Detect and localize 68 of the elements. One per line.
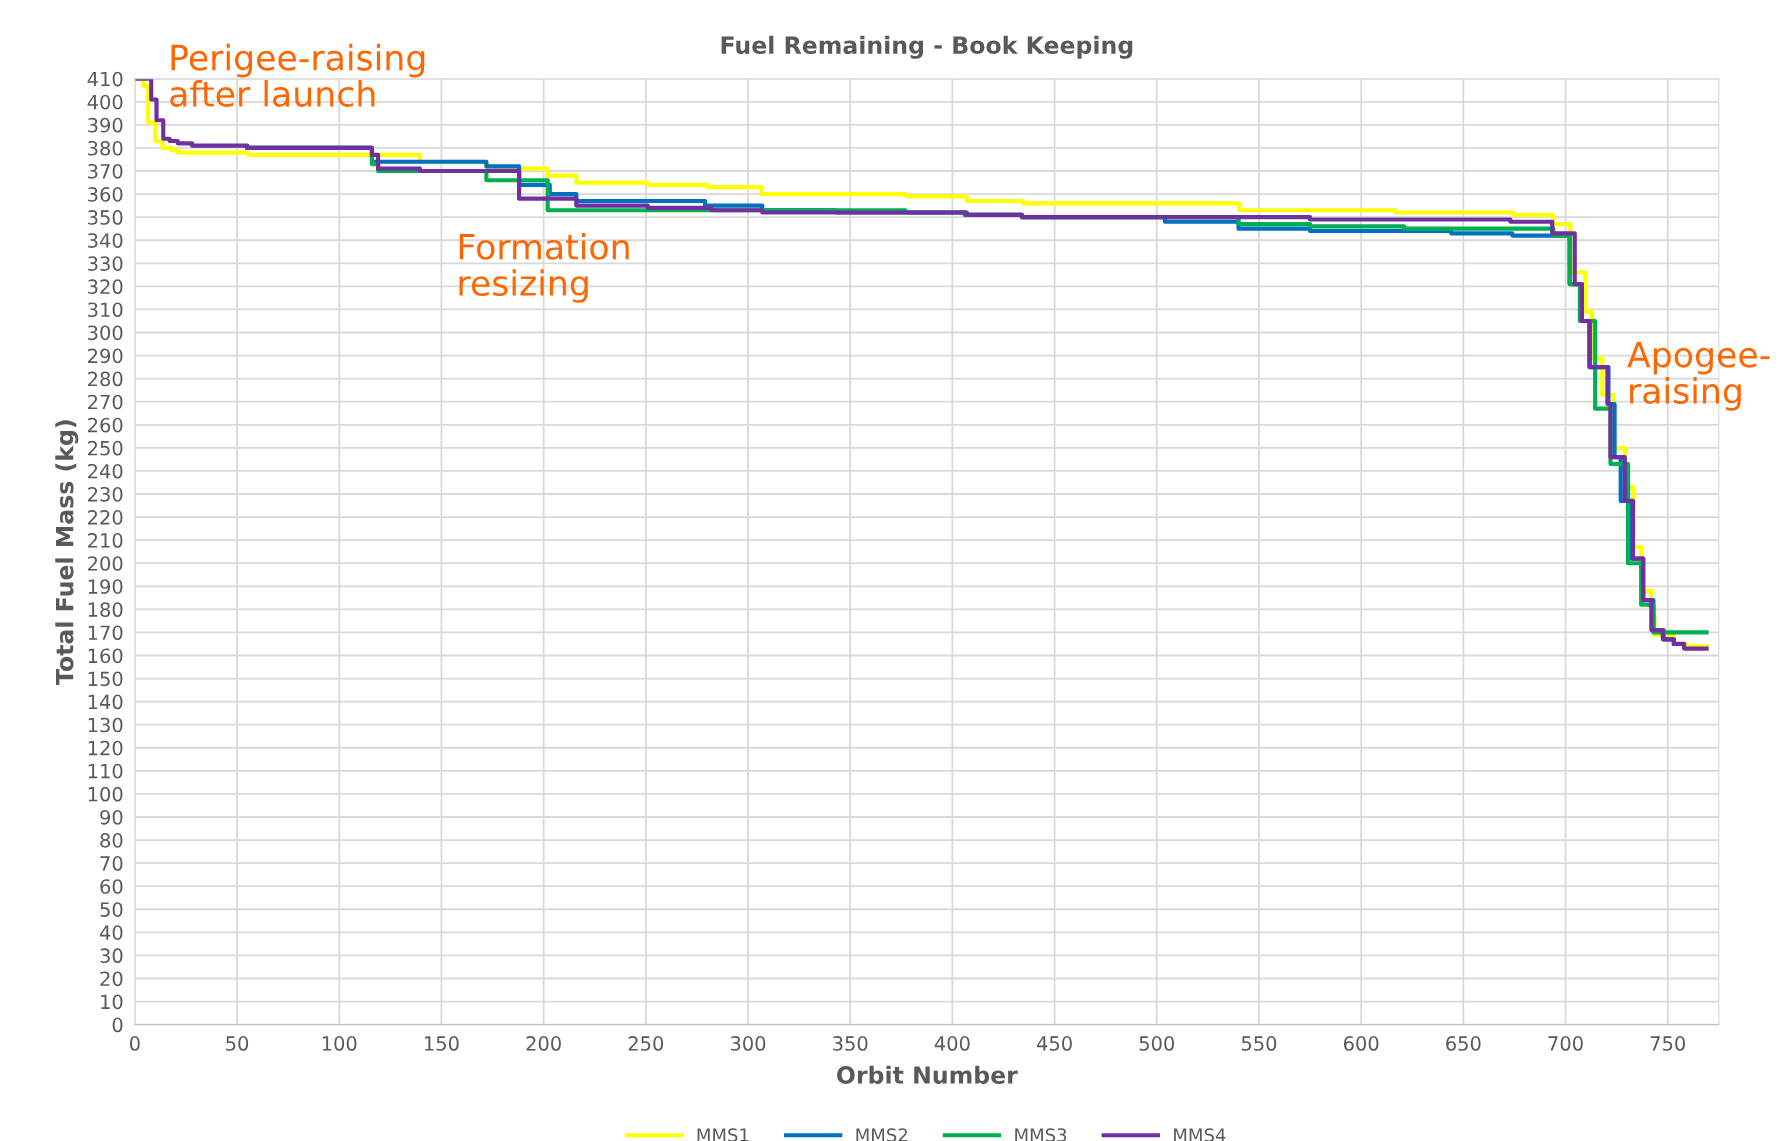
y-tick-label: 390 bbox=[88, 117, 123, 133]
x-tick-label: 750 bbox=[1650, 1036, 1685, 1051]
y-tick-label: 200 bbox=[88, 556, 123, 571]
legend-label: MMS3 bbox=[1015, 1128, 1067, 1141]
y-tick-label: 70 bbox=[100, 856, 123, 871]
y-tick-label: 410 bbox=[87, 71, 123, 87]
y-tick-label: 320 bbox=[88, 279, 123, 295]
y-tick-label: 260 bbox=[88, 417, 123, 433]
y-tick-label: 380 bbox=[88, 140, 123, 156]
y-tick-label: 350 bbox=[88, 210, 123, 225]
x-tick-label: 350 bbox=[833, 1036, 868, 1051]
y-tick-label: 400 bbox=[87, 94, 123, 110]
x-tick-label: 600 bbox=[1343, 1036, 1379, 1051]
x-tick-label: 650 bbox=[1446, 1036, 1481, 1051]
y-tick-label: 330 bbox=[88, 256, 123, 271]
y-tick-label: 180 bbox=[88, 602, 123, 618]
y-tick-label: 280 bbox=[88, 371, 123, 387]
y-tick-label: 90 bbox=[100, 809, 123, 825]
x-tick-label: 200 bbox=[526, 1036, 561, 1051]
x-tick-label: 300 bbox=[730, 1036, 766, 1051]
y-tick-label: 300 bbox=[88, 325, 123, 341]
y-tick-label: 220 bbox=[88, 510, 123, 525]
y-tick-label: 160 bbox=[88, 648, 123, 664]
y-tick-label: 370 bbox=[88, 163, 123, 179]
y-tick-label: 100 bbox=[88, 786, 123, 802]
legend-label: MMS1 bbox=[697, 1128, 749, 1141]
y-tick-label: 120 bbox=[88, 740, 123, 756]
annotation: Perigee-raising after launch bbox=[170, 43, 425, 107]
x-tick-label: 450 bbox=[1036, 1036, 1072, 1051]
y-tick-label: 60 bbox=[100, 879, 123, 894]
y-tick-label: 130 bbox=[88, 717, 123, 733]
y-tick-label: 230 bbox=[88, 486, 123, 502]
y-tick-label: 270 bbox=[88, 394, 123, 410]
y-tick-label: 30 bbox=[100, 948, 123, 964]
y-tick-label: 250 bbox=[88, 440, 123, 456]
y-tick-label: 340 bbox=[88, 233, 123, 248]
y-tick-label: 110 bbox=[88, 763, 123, 779]
y-tick-label: 360 bbox=[88, 187, 123, 202]
y-tick-label: 20 bbox=[100, 971, 123, 987]
x-tick-label: 150 bbox=[425, 1036, 459, 1051]
y-tick-label: 80 bbox=[100, 833, 123, 848]
x-tick-label: 700 bbox=[1548, 1036, 1583, 1051]
y-tick-label: 140 bbox=[88, 694, 123, 710]
x-tick-label: 100 bbox=[322, 1036, 357, 1051]
y-tick-label: 310 bbox=[88, 302, 123, 318]
y-tick-label: 170 bbox=[88, 625, 123, 641]
annotation: Formation resizing bbox=[459, 232, 629, 303]
legend-label: MMS2 bbox=[856, 1128, 907, 1141]
x-tick-label: 500 bbox=[1139, 1036, 1175, 1051]
y-tick-label: 150 bbox=[88, 671, 123, 687]
annotation: Apogee- raising bbox=[1627, 341, 1770, 411]
x-tick-label: 400 bbox=[934, 1036, 970, 1051]
y-tick-label: 290 bbox=[88, 348, 123, 364]
y-tick-label: 190 bbox=[88, 579, 123, 594]
x-tick-label: 250 bbox=[628, 1036, 664, 1051]
x-tick-label: 50 bbox=[226, 1036, 249, 1051]
y-tick-label: 50 bbox=[100, 902, 123, 917]
chart-title: Fuel Remaining - Book Keeping bbox=[721, 35, 1133, 59]
y-tick-label: 240 bbox=[88, 463, 123, 479]
y-tick-label: 40 bbox=[99, 925, 123, 940]
y-tick-label: 0 bbox=[112, 1017, 123, 1033]
y-tick-label: 10 bbox=[101, 994, 123, 1010]
x-tick-label: 0 bbox=[129, 1036, 140, 1051]
y-axis-title: Total Fuel Mass (kg) bbox=[55, 420, 79, 685]
y-tick-label: 210 bbox=[88, 533, 123, 548]
legend-label: MMS4 bbox=[1174, 1128, 1226, 1141]
x-axis-title: Orbit Number bbox=[837, 1065, 1018, 1084]
x-tick-label: 550 bbox=[1241, 1036, 1277, 1051]
